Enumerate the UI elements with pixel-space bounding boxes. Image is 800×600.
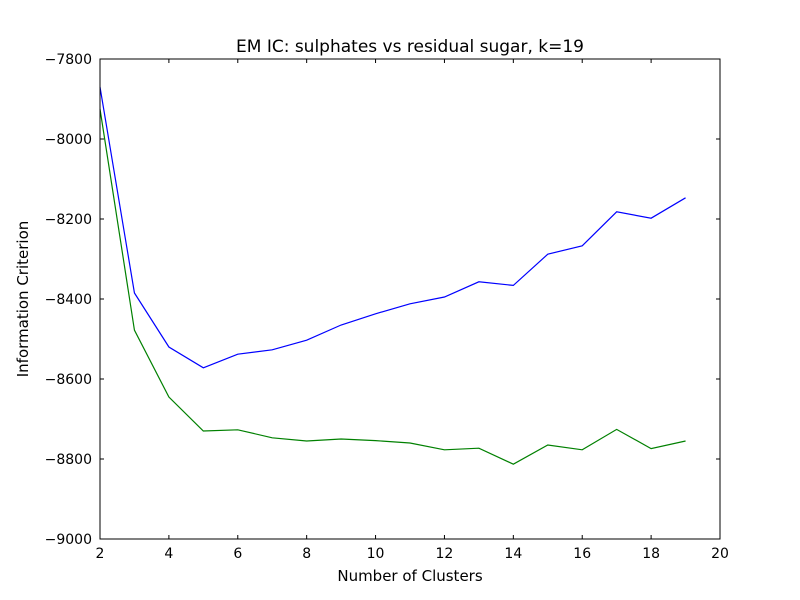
x-axis-label: Number of Clusters — [337, 567, 482, 585]
plot-frame — [99, 58, 721, 540]
chart-title: EM IC: sulphates vs residual sugar, k=19 — [236, 37, 584, 57]
x-tick-label: 6 — [233, 546, 242, 562]
x-tick-label: 14 — [504, 546, 522, 562]
x-tick-label: 8 — [302, 546, 311, 562]
series-layer — [99, 86, 686, 465]
y-tick-label: −8400 — [45, 292, 92, 308]
y-tick-label: −8200 — [45, 212, 92, 228]
x-tick-label: 20 — [711, 546, 729, 562]
x-tick-label: 2 — [96, 546, 105, 562]
x-tick-label: 16 — [573, 546, 591, 562]
series-line-1 — [99, 86, 686, 369]
x-tick-label: 4 — [164, 546, 173, 562]
y-tick-label: −7800 — [45, 52, 92, 68]
x-tick-label: 12 — [436, 546, 454, 562]
ticks-layer: 2 4 6 8 10 12 14 16 18 20 −9000 −8800 −8600 −8400 −820… — [45, 52, 729, 562]
y-axis-label: Information Criterion — [14, 221, 32, 378]
y-tick-label: −8800 — [45, 452, 92, 468]
y-tick-label: −8000 — [45, 132, 92, 148]
y-tick-label: −8600 — [45, 372, 92, 388]
y-tick-label: −9000 — [45, 532, 92, 548]
x-tick-label: 18 — [642, 546, 660, 562]
x-tick-label: 10 — [367, 546, 385, 562]
series-line-2 — [99, 108, 686, 465]
